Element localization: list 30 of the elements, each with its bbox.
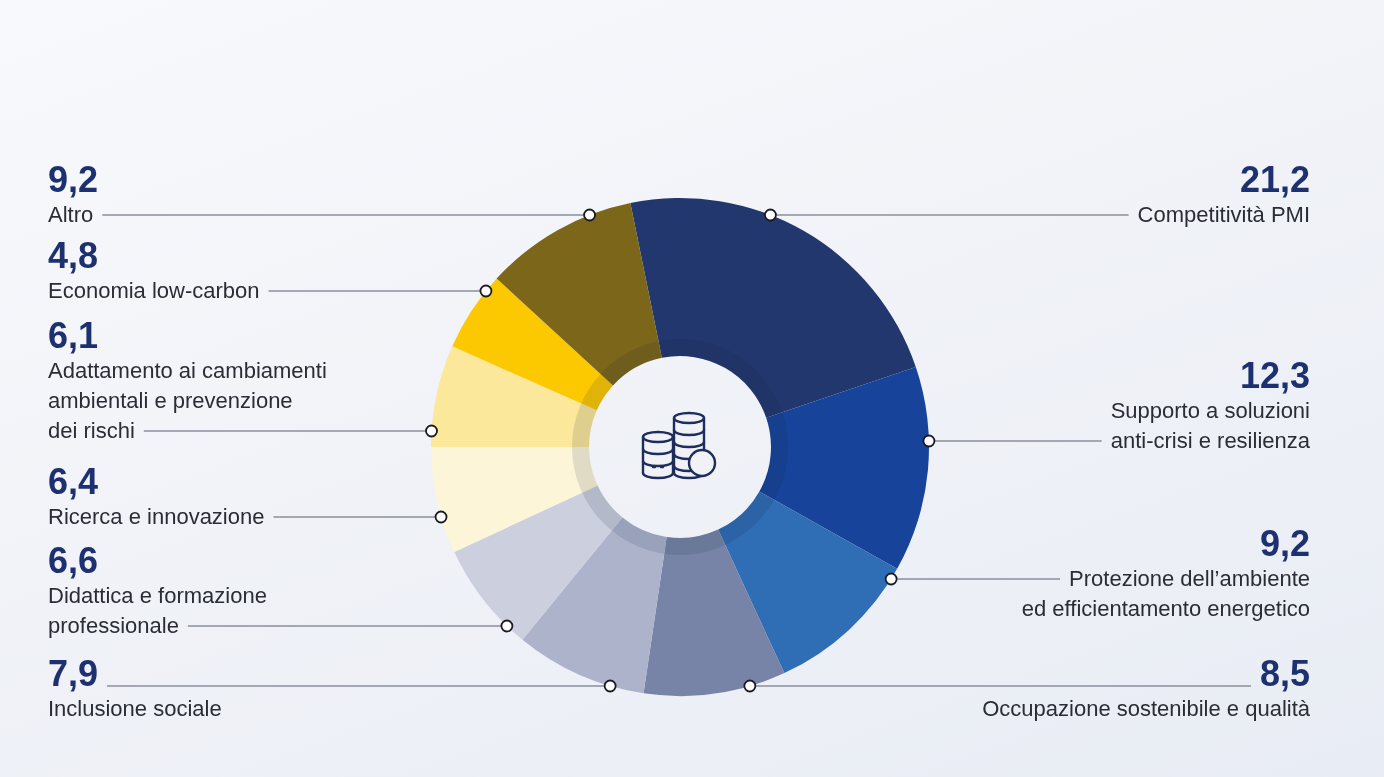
donut-slice xyxy=(643,529,785,696)
data-label: 8,5 xyxy=(1259,653,1310,694)
data-label: 9,2 xyxy=(48,159,99,200)
donut-slice xyxy=(522,517,667,694)
donut-slice xyxy=(718,491,898,674)
slice-label: Protezione dell’ambiente ed efficientamento energetico xyxy=(1021,566,1310,621)
slice-label: Economia low-carbon xyxy=(48,278,260,303)
data-label: 9,2 xyxy=(1259,523,1310,564)
donut-slice xyxy=(452,278,613,411)
slice-label: Inclusione sociale xyxy=(48,696,222,721)
donut-slice xyxy=(431,446,598,553)
data-label: 12,3 xyxy=(1239,355,1310,396)
data-label: 6,4 xyxy=(48,461,99,502)
data-label: 7,9 xyxy=(48,653,99,694)
slice-label: Didattica e formazione professionale xyxy=(48,583,267,638)
slice-label: Adattamento ai cambiamenti ambientali e prevenzione dei rischi xyxy=(48,358,327,443)
data-label: 6,1 xyxy=(48,315,99,356)
data-label: 6,6 xyxy=(48,540,99,581)
donut-slice xyxy=(496,203,662,386)
slice-label: Altro xyxy=(48,202,94,227)
data-label: 4,8 xyxy=(48,235,99,276)
donut-slice xyxy=(454,485,623,640)
slice-label: Competitività PMI xyxy=(1137,202,1310,227)
donut-slice xyxy=(431,346,597,447)
data-label: 21,2 xyxy=(1239,159,1310,200)
donut-slice xyxy=(630,198,916,418)
slice-label: Supporto a soluzioni anti-crisi e resilienza xyxy=(1110,398,1311,453)
slice-label: Ricerca e innovazione xyxy=(48,504,265,529)
slice-label: Occupazione sostenibile e qualità xyxy=(982,696,1311,721)
donut-slice xyxy=(759,367,929,569)
